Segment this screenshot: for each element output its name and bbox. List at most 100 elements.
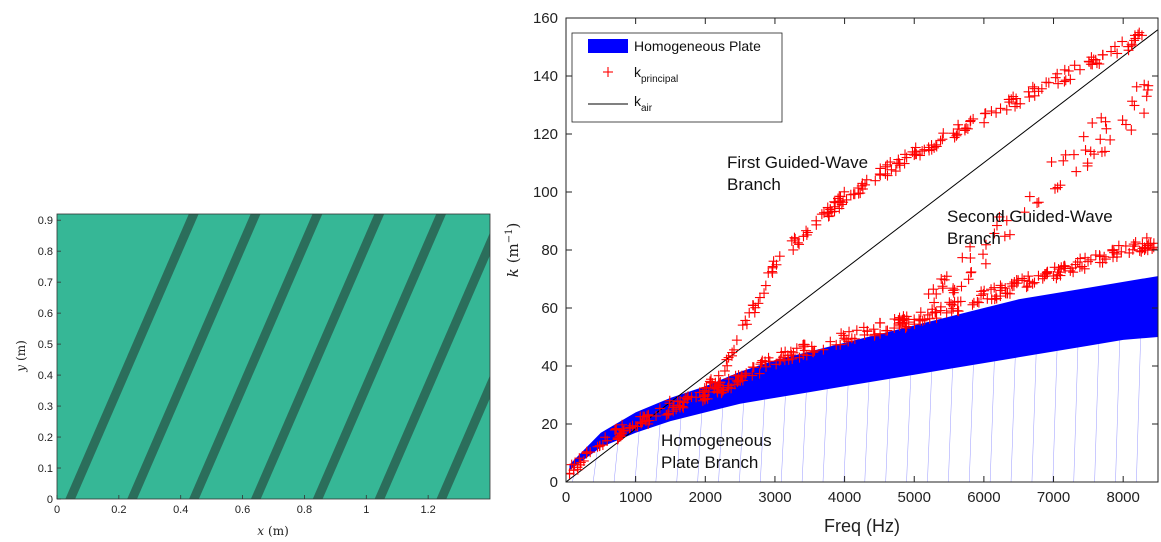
- k-principal-point: [1082, 158, 1093, 169]
- k-principal-point: [1063, 65, 1074, 76]
- k-principal-point: [702, 393, 713, 404]
- stripe: [250, 214, 385, 499]
- right-x-tick-label: 3000: [758, 489, 791, 506]
- diagonal-stripes: [65, 214, 490, 499]
- k-principal-point: [909, 314, 920, 325]
- k-principal-point: [931, 141, 942, 152]
- k-principal-point: [1011, 275, 1022, 286]
- left-plot-frame: [56, 213, 491, 500]
- band-hatch-line: [1073, 347, 1079, 482]
- k-principal-point: [1096, 147, 1107, 158]
- annotation-second-line1: Second Guided-Wave: [947, 207, 1113, 226]
- k-principal-point: [991, 220, 1002, 231]
- k-principal-point: [1131, 81, 1142, 92]
- k-principal-point: [856, 180, 867, 191]
- k-principal-point: [1084, 56, 1095, 67]
- k-principal-point: [1068, 149, 1079, 160]
- k-principal-point: [907, 146, 918, 157]
- k-principal-point: [1076, 261, 1087, 272]
- k-principal-point: [1058, 155, 1069, 166]
- k-principal-point: [597, 439, 608, 450]
- annotation-homog-line1: Homogeneous: [661, 431, 772, 450]
- right-y-var: k: [504, 268, 522, 277]
- k-principal-point: [668, 400, 679, 411]
- right-y-tick-label: 140: [533, 68, 558, 85]
- annotation-second-branch: Second Guided-Wave Branch: [947, 207, 1113, 248]
- k-principal-point: [731, 335, 742, 346]
- k-principal-point: [1001, 104, 1012, 115]
- k-principal-point: [1001, 215, 1012, 226]
- k-principal-point: [824, 210, 835, 221]
- left-y-var: y: [14, 365, 28, 373]
- right-y-tick-label: 0: [550, 474, 558, 491]
- k-principal-point: [1116, 246, 1127, 257]
- k-principal-point: [952, 296, 963, 307]
- annotation-first-line2: Branch: [727, 175, 781, 194]
- k-principal-point: [893, 315, 904, 326]
- stripe: [374, 232, 490, 499]
- k-principal-point: [953, 119, 964, 130]
- k-principal-point: [1086, 52, 1097, 63]
- k-principal-point: [986, 284, 997, 295]
- k-principal-point: [957, 252, 968, 263]
- k-principal-point: [709, 383, 720, 394]
- band-hatch-line: [592, 449, 598, 482]
- k-principal-point: [809, 345, 820, 356]
- k-principal-point: [737, 320, 748, 331]
- annotation-homogeneous-branch: Homogeneous Plate Branch: [661, 431, 772, 472]
- legend-swatch-points: [603, 67, 613, 77]
- k-principal-point: [946, 306, 957, 317]
- k-principal-point: [721, 354, 732, 365]
- k-principal-point: [1079, 263, 1090, 274]
- k-principal-point: [756, 357, 767, 368]
- left-x-tick-label: 0.6: [235, 504, 250, 516]
- k-principal-point: [788, 347, 799, 358]
- k-principal-point: [989, 228, 1000, 239]
- k-principal-point: [1039, 269, 1050, 280]
- left-y-tick-label: 0: [47, 494, 53, 506]
- k-principal-point: [999, 231, 1010, 242]
- k-principal-point: [899, 158, 910, 169]
- band-hatch-line: [989, 361, 995, 482]
- right-y-close: ): [504, 223, 522, 229]
- k-principal-point: [986, 106, 997, 117]
- k-principal-point: [1127, 96, 1138, 107]
- k-principal-point: [941, 307, 952, 318]
- k-principal-point: [741, 319, 752, 330]
- band-hatch-line: [864, 382, 870, 482]
- k-principal-point: [705, 377, 716, 388]
- k-principal-point: [1054, 267, 1065, 278]
- right-y-tick-label: 20: [541, 416, 558, 433]
- k-principal-point: [844, 326, 855, 337]
- k-principal-point: [1126, 125, 1137, 136]
- right-x-tick-label: 7000: [1037, 489, 1070, 506]
- k-principal-point: [1024, 191, 1035, 202]
- left-x-tick-label: 0.2: [111, 504, 126, 516]
- legend-kair-sub: air: [641, 103, 653, 114]
- k-principal-point: [747, 370, 758, 381]
- k-air-line: [566, 29, 1158, 482]
- left-y-tick-label: 0.2: [38, 432, 53, 444]
- k-principal-point: [1087, 117, 1098, 128]
- k-principal-point: [716, 387, 727, 398]
- k-principal-point: [1059, 64, 1070, 75]
- k-principal-point: [1065, 74, 1076, 85]
- k-principal-point: [995, 103, 1006, 114]
- k-principal-point: [1046, 156, 1057, 167]
- k-principal-point: [980, 258, 991, 269]
- k-principal-point: [962, 123, 973, 134]
- k-principal-point: [825, 336, 836, 347]
- k-principal-point: [722, 360, 733, 371]
- homogeneous-plate-band: [569, 276, 1158, 471]
- band-hatch-line: [1052, 350, 1058, 482]
- k-principal-point: [829, 196, 840, 207]
- left-y-tick-label: 0.8: [38, 246, 53, 258]
- band-hatch-line: [927, 371, 932, 482]
- k-principal-point: [989, 294, 1000, 305]
- right-y-axis-label: k (m−1): [504, 223, 522, 278]
- k-principal-point: [1078, 131, 1089, 142]
- k-principal-point: [1023, 271, 1034, 282]
- right-x-tick-label: 4000: [828, 489, 861, 506]
- k-principal-point: [1033, 270, 1044, 281]
- k-principal-point: [1010, 101, 1021, 112]
